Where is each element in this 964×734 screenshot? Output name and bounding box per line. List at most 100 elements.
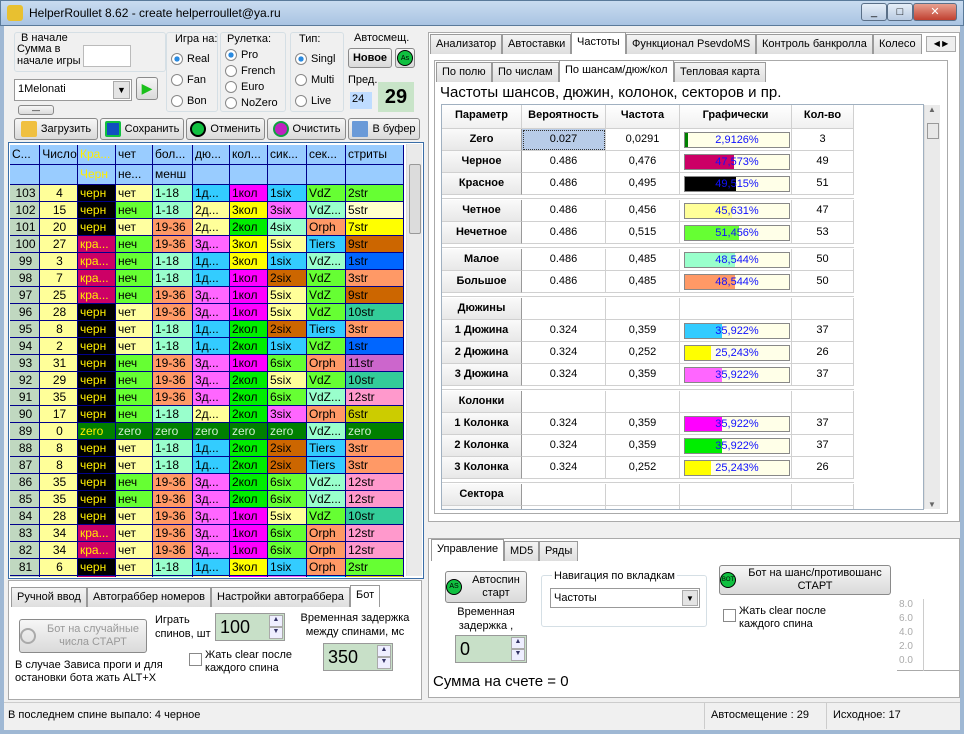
table-row[interactable]: Дюжины	[442, 298, 854, 320]
tab-3[interactable]: Бот	[350, 585, 381, 607]
table-row[interactable]: 99 3 кра... неч 1-18 1д... 3кол 1six VdZ... 1str	[10, 253, 404, 270]
autospin-start-button[interactable]: AS Автоспин старт	[445, 571, 527, 603]
radio-french[interactable]: French	[225, 65, 275, 78]
column-header[interactable]: Частота	[606, 105, 680, 129]
table-row[interactable]: 1 Колонка 0.324 0,359 35,922% 37	[442, 413, 854, 435]
grid-header-cell[interactable]	[10, 165, 40, 185]
tab-0[interactable]: Управление	[431, 539, 505, 561]
radio-bon[interactable]: Bon	[171, 95, 207, 108]
tab-5[interactable]: Колесо	[873, 34, 922, 54]
probability-cell[interactable]: 0.486	[522, 151, 606, 173]
load-button[interactable]: Загрузить	[14, 118, 98, 140]
save-button[interactable]: Сохранить	[100, 118, 184, 140]
table-row[interactable]: 3 Колонка 0.324 0,252 25,243% 26	[442, 457, 854, 479]
radio-multi[interactable]: Multi	[295, 74, 334, 87]
table-row[interactable]: 1 Дюжина 0.324 0,359 35,922% 37	[442, 320, 854, 342]
probability-cell[interactable]: 0.324	[522, 342, 606, 364]
table-row[interactable]: Красное 0.486 0,495 49,515% 51	[442, 173, 854, 195]
grid-header-cell[interactable]: С...	[10, 145, 40, 165]
auto-shift-button[interactable]: As	[395, 48, 415, 68]
grid-header-cell[interactable]: Черн	[78, 165, 116, 185]
tab-0[interactable]: По полю	[436, 62, 492, 82]
tab-scroll-arrows[interactable]: ◀ ▶	[926, 36, 956, 52]
profile-select[interactable]: 1Melonati ▼	[14, 79, 132, 101]
grid-scrollbar[interactable]	[406, 144, 422, 576]
probability-cell[interactable]: 0.459	[522, 506, 606, 509]
table-row[interactable]: 103 4 черн чет 1-18 1д... 1кол 1six VdZ 2str	[10, 185, 404, 202]
grid-header-cell[interactable]: сик...	[268, 145, 307, 165]
column-header[interactable]: Параметр	[442, 105, 522, 129]
table-row[interactable]: 95 8 черн чет 1-18 1д... 2кол 2six Tiers 3str	[10, 321, 404, 338]
spin-up-icon[interactable]: ▲	[269, 615, 283, 627]
table-row[interactable]: 89 0 zero zero zero zero zero zero VdZ... zero	[10, 423, 404, 440]
table-row[interactable]: 92 29 черн неч 19-36 3д... 2кол 5six VdZ 10str	[10, 372, 404, 389]
tab-1[interactable]: Автоставки	[502, 34, 572, 54]
column-header[interactable]: Вероятность	[522, 105, 606, 129]
clear-button[interactable]: Очистить	[267, 118, 346, 140]
table-row[interactable]: Zero 0.027 0,0291 2,9126% 3	[442, 129, 854, 151]
table-row[interactable]: 87 8 черн чет 1-18 1д... 2кол 2six Tiers 3str	[10, 457, 404, 474]
table-row[interactable]: 100 27 кра... неч 19-36 3д... 3кол 5six Tiers 9st…	[10, 236, 404, 253]
table-row[interactable]: 83 34 кра... чет 19-36 3д... 1кол 6six Orph 12str	[10, 525, 404, 542]
probability-cell[interactable]: 0.486	[522, 222, 606, 244]
freq-scrollbar[interactable]: ▲ ▼	[924, 105, 940, 509]
grid-header-cell[interactable]	[346, 165, 404, 185]
radio-pro[interactable]: Pro	[225, 49, 258, 62]
tab-3[interactable]: Тепловая карта	[674, 62, 766, 82]
tab-0[interactable]: Ручной ввод	[11, 587, 87, 607]
table-row[interactable]: 101 20 черн чет 19-36 2д... 2кол 4six Orph 7str	[10, 219, 404, 236]
table-row[interactable]: 82 34 кра... чет 19-36 3д... 1кол 6six Orph 12str	[10, 542, 404, 559]
grid-header-cell[interactable]: кол...	[230, 145, 268, 165]
table-row[interactable]: 2 Колонка 0.324 0,359 35,922% 37	[442, 435, 854, 457]
spin-up-icon[interactable]: ▲	[377, 645, 391, 657]
probability-cell[interactable]: 0.486	[522, 271, 606, 293]
grid-header-cell[interactable]: менш	[153, 165, 193, 185]
tab-2[interactable]: Ряды	[539, 541, 579, 561]
table-row[interactable]: 102 15 черн неч 1-18 2д... 3кол 3six VdZ... 5str	[10, 202, 404, 219]
table-row[interactable]: Черное 0.486 0,476 47,573% 49	[442, 151, 854, 173]
tab-1[interactable]: Автограббер номеров	[87, 587, 211, 607]
spin-down-icon[interactable]: ▼	[269, 627, 283, 639]
spin-down-icon[interactable]: ▼	[377, 657, 391, 669]
bot-random-start-button[interactable]: Бот на случайные числа СТАРТ	[19, 619, 147, 653]
table-row[interactable]: Нечетное 0.486 0,515 51,456% 53	[442, 222, 854, 244]
play-button[interactable]: ▶	[136, 77, 158, 100]
grid-header-cell[interactable]: не...	[116, 165, 153, 185]
grid-header-cell[interactable]: бол...	[153, 145, 193, 165]
probability-cell[interactable]: 0.027	[522, 129, 606, 151]
grid-header-cell[interactable]: дю...	[193, 145, 230, 165]
probability-cell[interactable]: 0.324	[522, 320, 606, 342]
bot-chance-start-button[interactable]: BOT Бот на шанс/противошанс СТАРТ	[719, 565, 891, 595]
probability-cell[interactable]: 0.486	[522, 173, 606, 195]
probability-cell[interactable]: 0.324	[522, 435, 606, 457]
tab-3[interactable]: Функционал PsevdoMS	[626, 34, 757, 54]
table-row[interactable]: 2 Дюжина 0.324 0,252 25,243% 26	[442, 342, 854, 364]
tab-0[interactable]: Анализатор	[430, 34, 503, 54]
undo-button[interactable]: Отменить	[186, 118, 265, 140]
table-row[interactable]: 84 28 черн чет 19-36 3д... 1кол 5six VdZ 10str	[10, 508, 404, 525]
spin-down-icon[interactable]: ▼	[511, 649, 525, 661]
table-row[interactable]: Сектора	[442, 484, 854, 506]
grid-header-cell[interactable]: сек...	[307, 145, 346, 165]
column-header[interactable]: Кол-во	[792, 105, 854, 129]
tab-2[interactable]: По шансам/дюж/кол	[559, 60, 674, 82]
scrollbar-thumb[interactable]	[927, 123, 939, 139]
grid-header-cell[interactable]: Число	[40, 145, 78, 165]
tab-2[interactable]: Настройки автограббера	[211, 587, 350, 607]
table-row[interactable]: 85 35 черн неч 19-36 3д... 2кол 6six VdZ... 12str	[10, 491, 404, 508]
table-row[interactable]: 98 7 кра... неч 1-18 1д... 1кол 2six VdZ 3str	[10, 270, 404, 287]
grid-header-cell[interactable]: стриты	[346, 145, 404, 165]
probability-cell[interactable]: 0.324	[522, 413, 606, 435]
maximize-button[interactable]: □	[887, 3, 913, 21]
tab-4[interactable]: Контроль банкролла	[756, 34, 873, 54]
copy-button[interactable]: В буфер	[348, 118, 420, 140]
table-row[interactable]: Большое 0.486 0,485 48,544% 50	[442, 271, 854, 293]
column-header[interactable]: Графически	[680, 105, 792, 129]
probability-cell[interactable]: 0.324	[522, 364, 606, 386]
table-row[interactable]: Четное 0.486 0,456 45,631% 47	[442, 200, 854, 222]
chevron-down-icon[interactable]: ▼	[113, 81, 130, 99]
grid-header-cell[interactable]	[40, 165, 78, 185]
radio-live[interactable]: Live	[295, 95, 331, 108]
table-row[interactable]: Колонки	[442, 391, 854, 413]
table-row[interactable]: 81 6 черн чет 1-18 1д... 3кол 1six Orph 2str	[10, 559, 404, 576]
